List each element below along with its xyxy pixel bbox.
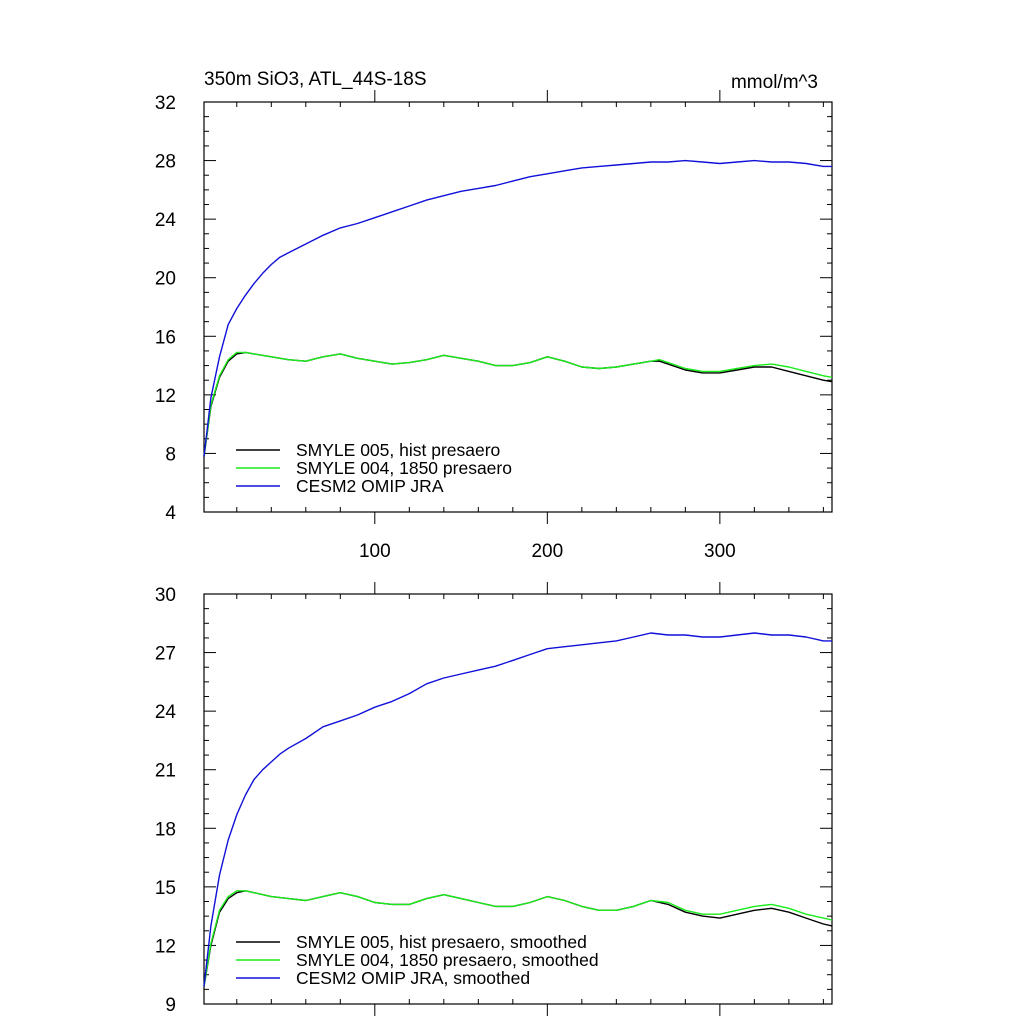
bottom-y-tick-label: 18 [155, 819, 176, 840]
bottom-panel: 9 12 15 18 21 24 27 30 SMYLE 005, hist presaero,… [155, 582, 833, 1016]
bottom-legend-label-2: SMYLE 004, 1850 presaero, smoothed [296, 950, 599, 970]
top-legend-label-1: SMYLE 005, hist presaero [296, 440, 500, 460]
bottom-y-tick-label: 21 [155, 761, 176, 782]
bottom-y-tick-label: 15 [155, 878, 176, 899]
top-y-tick-label: 12 [155, 386, 176, 407]
top-y-tick-label: 32 [155, 93, 176, 114]
bottom-legend-label-3: CESM2 OMIP JRA, smoothed [296, 968, 530, 988]
top-panel-title: 350m SiO3, ATL_44S-18S [204, 69, 427, 90]
bottom-panel-plot: 9 12 15 18 21 24 27 30 SMYLE 005, hist presaero,… [155, 582, 833, 1016]
bottom-y-tick-label: 12 [155, 936, 176, 957]
top-panel-plot: 100 200 300 4 8 12 16 20 24 28 32 SMYLE 005, hist p… [155, 90, 833, 562]
top-y-tick-label: 20 [155, 269, 176, 290]
top-panel-units: mmol/m^3 [731, 72, 818, 93]
top-x-tick-label: 200 [531, 541, 563, 562]
top-y-tick-label: 4 [165, 503, 176, 524]
top-series-line-3 [203, 159, 832, 457]
top-x-tick-label: 300 [704, 541, 736, 562]
top-legend-label-2: SMYLE 004, 1850 presaero [296, 458, 512, 478]
bottom-series-line-3 [203, 632, 832, 987]
bottom-y-tick-label: 9 [165, 995, 176, 1016]
top-y-tick-label: 16 [155, 327, 176, 348]
top-x-tick-label: 100 [359, 541, 391, 562]
top-y-tick-label: 24 [155, 210, 177, 231]
top-legend-label-3: CESM2 OMIP JRA [296, 476, 444, 496]
bottom-y-tick-label: 27 [155, 644, 176, 665]
top-panel: 350m SiO3, ATL_44S-18S mmol/m^3 100 200 30… [155, 69, 833, 562]
top-y-tick-label: 28 [155, 152, 176, 173]
bottom-y-tick-label: 30 [155, 585, 176, 606]
top-y-tick-label: 8 [165, 444, 176, 465]
bottom-legend-label-1: SMYLE 005, hist presaero, smoothed [296, 932, 587, 952]
bottom-series-line-2 [203, 890, 833, 987]
top-series-line-2 [203, 351, 833, 457]
bottom-y-tick-label: 24 [155, 702, 177, 723]
